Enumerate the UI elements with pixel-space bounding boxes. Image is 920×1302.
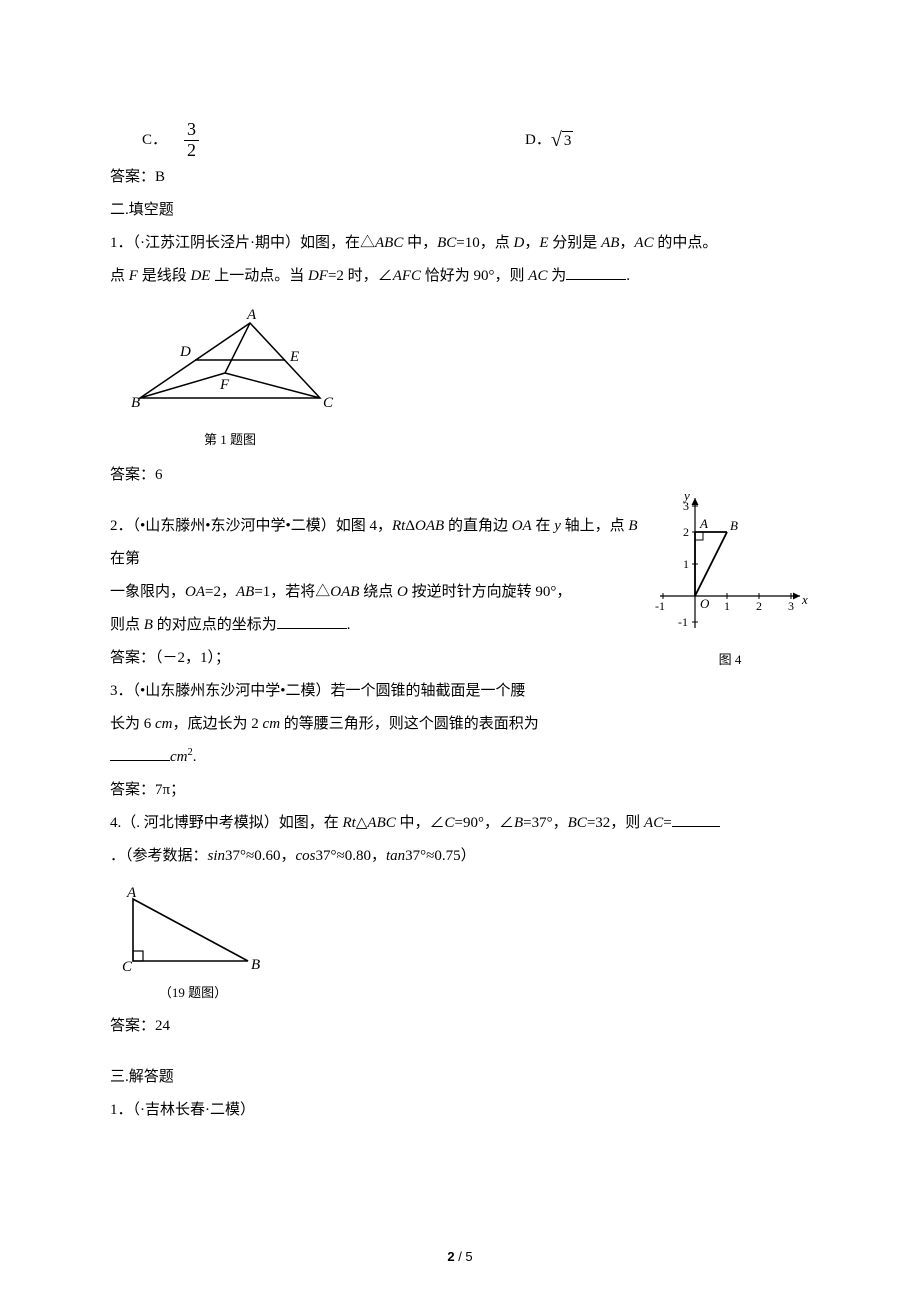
question-3-line2: 长为 6 cm，底边长为 2 cm 的等腰三角形，则这个圆锥的表面积为: [110, 708, 810, 741]
q1l2-f2: 为: [547, 268, 566, 284]
fig1-C: C: [323, 395, 334, 411]
figure-19: A C B （19 题图）: [118, 881, 810, 1002]
option-d-sqrt: √ 3: [551, 130, 573, 150]
svg-text:3: 3: [788, 599, 794, 613]
footer-current: 2: [447, 1249, 454, 1264]
fig1-D: D: [179, 344, 191, 360]
svg-text:-1: -1: [655, 599, 665, 613]
question-4-line2: ．（参考数据：sin37°≈0.60，cos37°≈0.80，tan37°≈0.…: [110, 840, 810, 873]
question-3-line3: cm2.: [110, 741, 810, 774]
q1-bc: BC: [437, 235, 456, 251]
q1l2-b: 是线段: [138, 268, 191, 284]
q1-ab: AB: [601, 235, 619, 251]
q1l2-df: DF: [308, 268, 328, 284]
answer-q3: 答案：7π；: [110, 774, 810, 807]
svg-text:C: C: [122, 959, 133, 971]
svg-text:x: x: [801, 592, 808, 607]
q1-period: .: [626, 268, 630, 284]
q1l2-d: =2 时，∠: [328, 268, 393, 284]
question-4-line1: 4.（. 河北博野中考模拟）如图，在 Rt△ABC 中，∠C=90°，∠B=37…: [110, 807, 810, 840]
frac-den: 2: [184, 141, 199, 161]
svg-text:1: 1: [683, 557, 689, 571]
option-c-label: C．: [142, 124, 167, 157]
q1-tri: △: [360, 235, 375, 251]
solve-q1: 1．（·吉林长春·二模）: [110, 1094, 810, 1127]
option-d-label: D．: [525, 124, 551, 157]
question-3-line1: 3．（•山东滕州东沙河中学•二模）若一个圆锥的轴截面是一个腰: [110, 675, 810, 708]
footer-sep: /: [455, 1249, 466, 1264]
q1l2-afc: AFC: [393, 268, 421, 284]
q1-ac: AC: [634, 235, 653, 251]
section-fill-heading: 二.填空题: [110, 194, 810, 227]
q1l2-f: F: [129, 268, 138, 284]
option-d: D． √ 3: [395, 120, 810, 161]
q4-blank: [672, 812, 720, 827]
fig1-A: A: [246, 307, 257, 323]
q2-blank: [277, 614, 347, 629]
svg-text:-1: -1: [678, 615, 688, 629]
q1-e: E: [539, 235, 548, 251]
svg-text:O: O: [700, 596, 710, 611]
question-1: 1．（·江苏江阴长泾片·期中）如图，在△ABC 中，BC=10，点 D，E 分别…: [110, 227, 810, 260]
figure-4-svg: 1 2 3 -1 1 2 3 -1 O x y A B: [650, 488, 810, 638]
fig1-B: B: [131, 395, 140, 411]
option-c: C． 3 2: [110, 120, 395, 161]
svg-text:2: 2: [756, 599, 762, 613]
q1-d: D: [514, 235, 525, 251]
page-footer: 2 / 5: [0, 1243, 920, 1272]
svg-text:A: A: [699, 516, 708, 531]
page: C． 3 2 D． √ 3 答案：B 二.填空题 1．（·江苏江阴长泾片·期中）…: [0, 0, 920, 1302]
q1-t4: 分别是: [549, 235, 602, 251]
q1l2-ac: AC: [528, 268, 547, 284]
option-c-fraction: 3 2: [184, 120, 199, 161]
q1l2-de: DE: [190, 268, 210, 284]
figure-1: A B C D E F 第 1 题图: [120, 303, 810, 449]
figure-4-wrap: 1 2 3 -1 1 2 3 -1 O x y A B 图 4: [650, 488, 810, 669]
figure-4-caption: 图 4: [650, 651, 810, 669]
question-1-line2: 点 F 是线段 DE 上一动点。当 DF=2 时，∠AFC 恰好为 90°，则 …: [110, 260, 810, 293]
q3-blank: [110, 746, 170, 761]
q3-unit: cm: [170, 749, 188, 765]
q1l2-a: 点: [110, 268, 129, 284]
q1l2-e: 恰好为 90°，则: [421, 268, 528, 284]
svg-text:2: 2: [683, 525, 689, 539]
frac-num: 3: [184, 120, 199, 141]
radical-sign: √: [551, 130, 562, 150]
q1-t3: =10，点: [456, 235, 513, 251]
radicand: 3: [562, 131, 574, 150]
q1-t1: 1．（·江苏江阴长泾片·期中）如图，在: [110, 235, 360, 251]
q1-abc: ABC: [375, 235, 403, 251]
figure-1-svg: A B C D E F: [120, 303, 340, 418]
q1-t2: 中，: [403, 235, 437, 251]
svg-text:1: 1: [724, 599, 730, 613]
q1-t5: 的中点。: [654, 235, 718, 251]
q1-c2: ，: [619, 235, 634, 251]
answer-24: 答案：24: [110, 1010, 810, 1043]
svg-text:B: B: [251, 957, 260, 971]
fig1-E: E: [289, 349, 299, 365]
answer-b: 答案：B: [110, 161, 810, 194]
q1-c1: ，: [524, 235, 539, 251]
svg-text:A: A: [126, 885, 137, 901]
figure-19-caption: （19 题图）: [118, 984, 268, 1002]
figure-19-svg: A C B: [118, 881, 268, 971]
fig1-F: F: [219, 377, 230, 393]
svg-text:B: B: [730, 518, 738, 533]
options-row: C． 3 2 D． √ 3: [110, 120, 810, 161]
section-solve-heading: 三.解答题: [110, 1061, 810, 1094]
q1l2-c: 上一动点。当: [210, 268, 308, 284]
svg-text:y: y: [682, 488, 690, 503]
footer-total: 5: [465, 1249, 472, 1264]
q1-blank: [566, 265, 626, 280]
figure-1-caption: 第 1 题图: [120, 431, 340, 449]
